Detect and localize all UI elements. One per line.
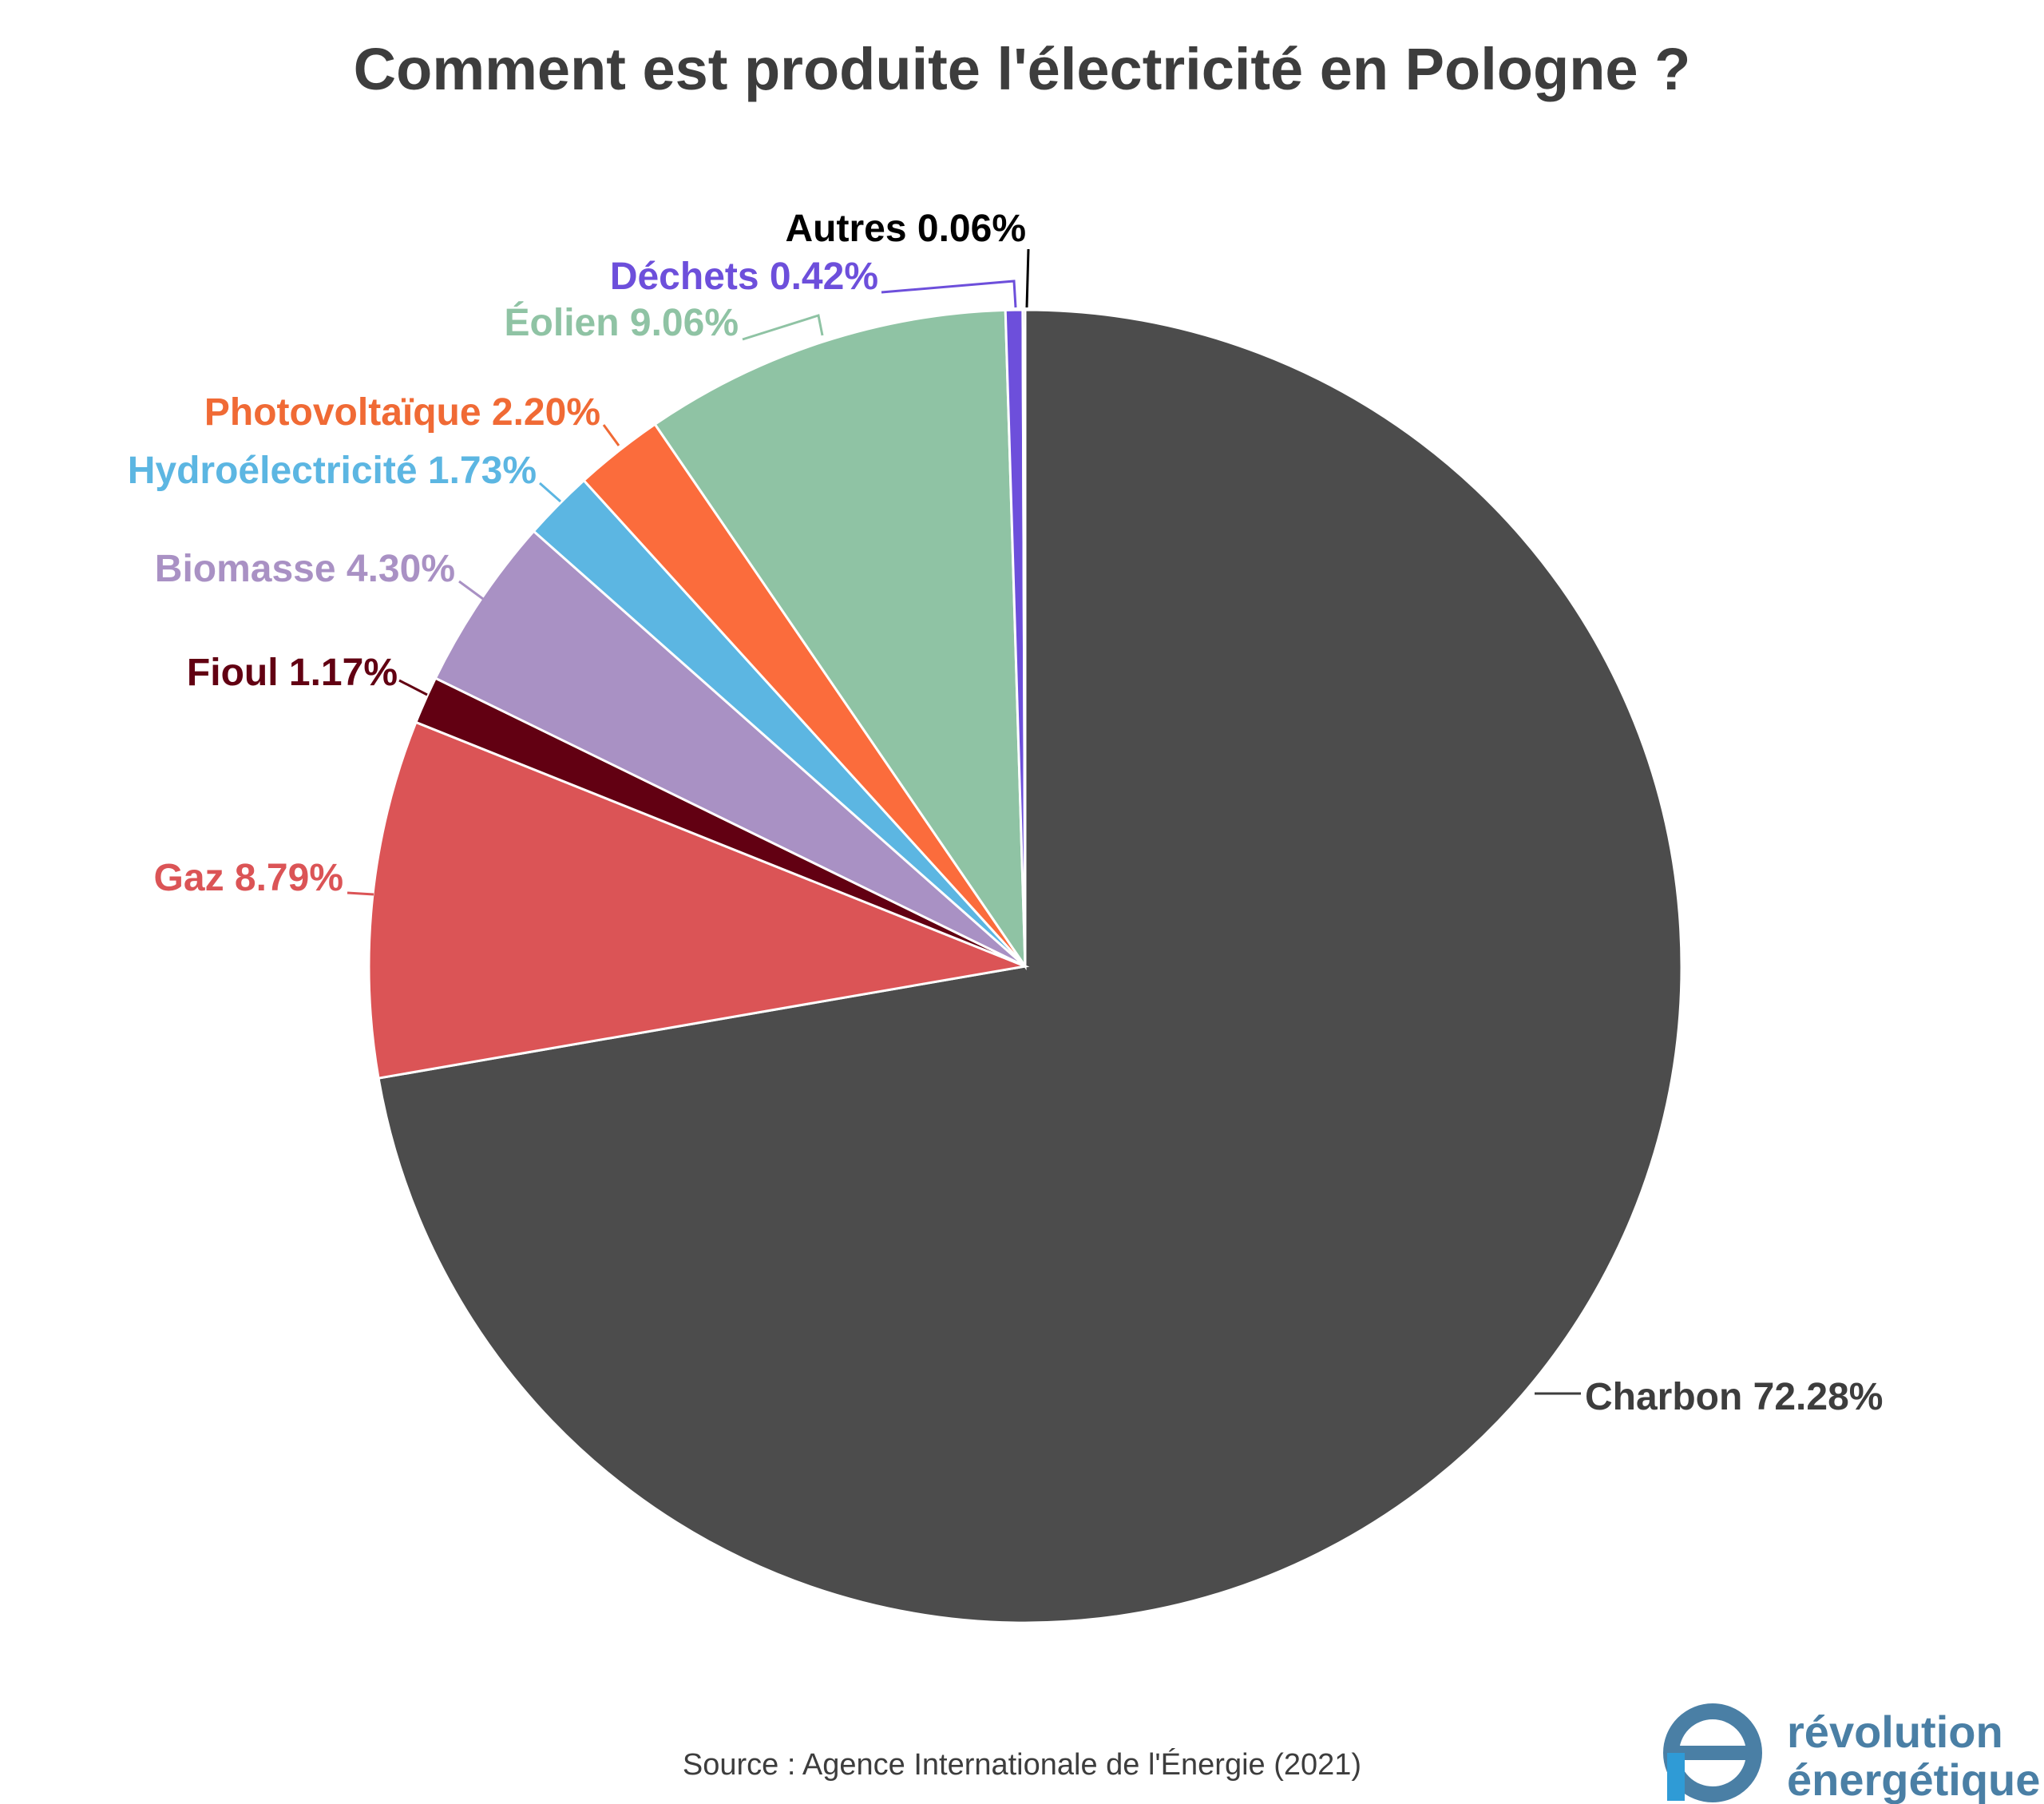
pie-slice-biomasse xyxy=(434,529,1026,968)
pie-slices xyxy=(367,308,1683,1624)
chart-title: Comment est produite l'électricité en Po… xyxy=(354,36,1691,102)
brand-line-1: révolution xyxy=(1787,1707,2003,1757)
slice-label-biomasse: Biomasse 4.30% xyxy=(155,548,455,590)
pie-slice-autres xyxy=(1021,308,1027,967)
slice-label-gaz: Gaz 8.79% xyxy=(154,857,343,899)
slice-label-autres: Autres 0.06% xyxy=(786,208,1026,250)
leader-line-fioul xyxy=(398,679,428,696)
pie-slice-gaz xyxy=(367,720,1030,1080)
slice-label-dechets: Déchets 0.42% xyxy=(610,256,878,298)
leader-line-photovoltaique xyxy=(602,424,620,446)
leader-line-eolien xyxy=(742,314,824,341)
slice-label-hydroelectricite: Hydroélectricité 1.73% xyxy=(128,450,537,492)
leader-line-autres xyxy=(1025,248,1030,308)
brand-logo: révolution énergétique xyxy=(1663,1703,2040,1804)
source-note: Source : Agence Internationale de l'Éner… xyxy=(683,1747,1361,1782)
leader-line-gaz xyxy=(347,891,374,896)
pie-slice-eolien xyxy=(653,308,1027,971)
leader-line-dechets xyxy=(881,280,1017,308)
leader-line-biomasse xyxy=(458,580,484,601)
slice-labels: Charbon 72.28% Gaz 8.79% Fioul 1.17% Biomas… xyxy=(128,208,1884,1418)
leader-line-hydroelectricite xyxy=(539,482,561,503)
e-logo-icon xyxy=(1663,1703,1762,1802)
slice-label-charbon: Charbon 72.28% xyxy=(1585,1376,1883,1418)
slice-label-photovoltaique: Photovoltaïque 2.20% xyxy=(204,391,600,434)
pie-slice-charbon xyxy=(377,308,1683,1624)
brand-line-2: énergétique xyxy=(1787,1754,2040,1804)
slice-label-fioul: Fioul 1.17% xyxy=(187,652,398,694)
leader-lines xyxy=(347,248,1581,1395)
slice-label-eolien: Éolien 9.06% xyxy=(505,301,739,344)
